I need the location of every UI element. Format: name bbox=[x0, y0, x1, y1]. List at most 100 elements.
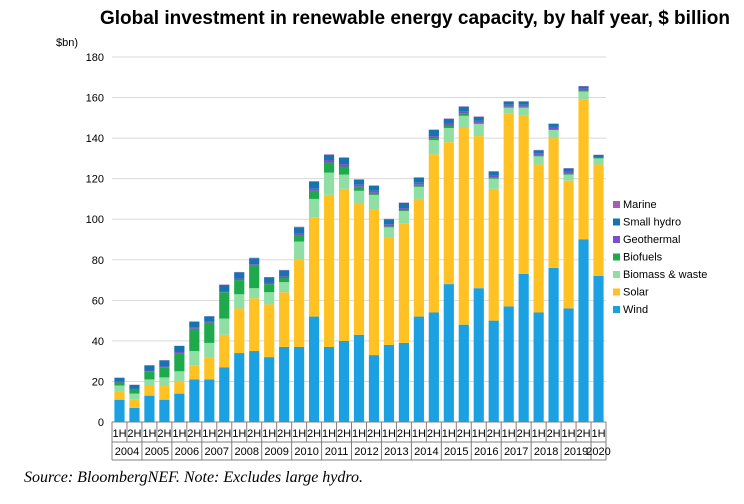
legend-swatch bbox=[613, 218, 620, 226]
bar-segment-biomass-waste bbox=[323, 172, 335, 195]
bar-segment-wind bbox=[473, 288, 484, 422]
y-tick-label: 180 bbox=[86, 52, 104, 64]
bar-segment-small-hydro bbox=[249, 258, 260, 265]
bar-segment-biofuels bbox=[144, 371, 155, 380]
bar-segment-small-hydro bbox=[264, 277, 275, 283]
x-tick-label: 1H bbox=[172, 428, 186, 440]
bar-segment-small-hydro bbox=[234, 272, 245, 279]
bar-segment-biofuels bbox=[294, 235, 305, 242]
bar-segment-geothermal bbox=[114, 381, 125, 383]
bar-segment-small-hydro bbox=[578, 86, 589, 89]
bar-segment-small-hydro bbox=[518, 101, 529, 105]
bar-segment-small-hydro bbox=[398, 203, 409, 209]
bar-segment-geothermal bbox=[264, 282, 275, 285]
chart-title: Global investment in renewable energy ca… bbox=[99, 8, 730, 29]
bar-segment-biofuels bbox=[159, 367, 170, 378]
x-tick-label: 2H bbox=[547, 428, 561, 440]
y-tick-label: 40 bbox=[92, 336, 104, 348]
year-label: 2013 bbox=[384, 446, 408, 458]
y-tick-label: 0 bbox=[98, 417, 104, 429]
bar-segment-small-hydro bbox=[488, 171, 499, 176]
bar-segment-small-hydro bbox=[548, 123, 559, 127]
bar-segment-solar bbox=[204, 357, 215, 380]
bar-segment-biofuels bbox=[428, 138, 439, 141]
bar-segment-biomass-waste bbox=[548, 130, 559, 139]
bar-segment-geothermal bbox=[578, 88, 589, 91]
bar-segment-geothermal bbox=[488, 175, 499, 178]
bar-segment-wind bbox=[159, 399, 170, 422]
x-tick-label: 2H bbox=[487, 428, 501, 440]
bar-segment-wind bbox=[129, 407, 140, 422]
bar-segment-geothermal bbox=[518, 104, 529, 107]
x-tick-label: 2H bbox=[217, 428, 231, 440]
legend-label: Geothermal bbox=[623, 234, 680, 246]
bar-segment-geothermal bbox=[294, 233, 305, 236]
bar-segment-wind bbox=[413, 316, 424, 422]
bar-segment-biomass-waste bbox=[279, 282, 290, 293]
bar-segment-biomass-waste bbox=[264, 292, 275, 305]
year-label: 2007 bbox=[205, 446, 229, 458]
bar-segment-solar bbox=[428, 154, 439, 313]
bar-segment-solar bbox=[323, 194, 335, 347]
bar-segment-biofuels bbox=[398, 210, 409, 212]
bar-segment-solar bbox=[129, 399, 140, 408]
x-tick-label: 2H bbox=[127, 428, 141, 440]
bar-segment-geothermal bbox=[219, 291, 230, 293]
bar-segment-geothermal bbox=[503, 104, 514, 107]
bar-segment-solar bbox=[458, 127, 469, 325]
bar-segment-biomass-waste bbox=[234, 294, 245, 309]
legend-swatch bbox=[613, 236, 620, 243]
bar-segment-geothermal bbox=[548, 126, 559, 129]
bar-segment-wind bbox=[309, 316, 320, 422]
x-tick-label: 2H bbox=[247, 428, 261, 440]
bar-segment-solar bbox=[159, 385, 170, 400]
bar-segment-wind bbox=[144, 395, 155, 422]
bar-segment-biomass-waste bbox=[309, 198, 320, 218]
x-tick-label: 1H bbox=[472, 428, 486, 440]
y-tick-label: 160 bbox=[86, 93, 104, 105]
bar-segment-biomass-waste bbox=[144, 379, 155, 386]
bar-segment-biofuels bbox=[264, 284, 275, 293]
y-tick-label: 140 bbox=[86, 133, 104, 145]
bar-segment-wind bbox=[234, 353, 245, 422]
x-tick-label: 2H bbox=[157, 428, 171, 440]
bar-segment-solar bbox=[189, 365, 200, 380]
y-tick-label: 60 bbox=[92, 295, 104, 307]
bar-segment-small-hydro bbox=[323, 154, 335, 161]
bar-segment-biomass-waste bbox=[488, 178, 499, 189]
bar-segment-solar bbox=[264, 304, 275, 358]
bar-segment-wind bbox=[563, 308, 574, 422]
bar-segment-biomass-waste bbox=[368, 194, 380, 210]
bar-segment-geothermal bbox=[204, 321, 215, 323]
x-tick-label: 1H bbox=[352, 428, 366, 440]
bar-segment-wind bbox=[114, 399, 125, 422]
year-label: 2011 bbox=[325, 446, 349, 458]
bar-segment-small-hydro bbox=[144, 365, 155, 371]
bar-segment-biomass-waste bbox=[114, 385, 125, 392]
bars bbox=[114, 85, 604, 422]
bar-segment-small-hydro bbox=[309, 181, 320, 189]
x-tick-label: 2H bbox=[277, 428, 291, 440]
bar-segment-small-hydro bbox=[533, 150, 544, 154]
bar-segment-small-hydro bbox=[383, 219, 395, 225]
bar-segment-small-hydro bbox=[563, 168, 574, 172]
bar-segment-biomass-waste bbox=[578, 91, 589, 100]
bar-segment-geothermal bbox=[413, 182, 424, 185]
bar-segment-geothermal bbox=[353, 184, 365, 187]
bar-segment-geothermal bbox=[338, 164, 350, 167]
year-label: 2012 bbox=[354, 446, 378, 458]
bar-segment-geothermal bbox=[593, 156, 604, 158]
bar-segment-biomass-waste bbox=[338, 174, 350, 189]
legend-swatch bbox=[613, 271, 620, 278]
x-tick-label: 2H bbox=[397, 428, 411, 440]
bar-segment-geothermal bbox=[189, 327, 200, 329]
legend-swatch bbox=[613, 201, 620, 208]
bar-segment-biofuels bbox=[309, 190, 320, 199]
bar-segment-wind bbox=[548, 267, 559, 422]
bar-segment-solar bbox=[279, 292, 290, 347]
legend-label: Biomass & waste bbox=[623, 269, 707, 281]
bar-segment-biomass-waste bbox=[174, 371, 185, 382]
bar-segment-solar bbox=[548, 138, 559, 268]
bar-segment-biofuels bbox=[174, 353, 185, 372]
